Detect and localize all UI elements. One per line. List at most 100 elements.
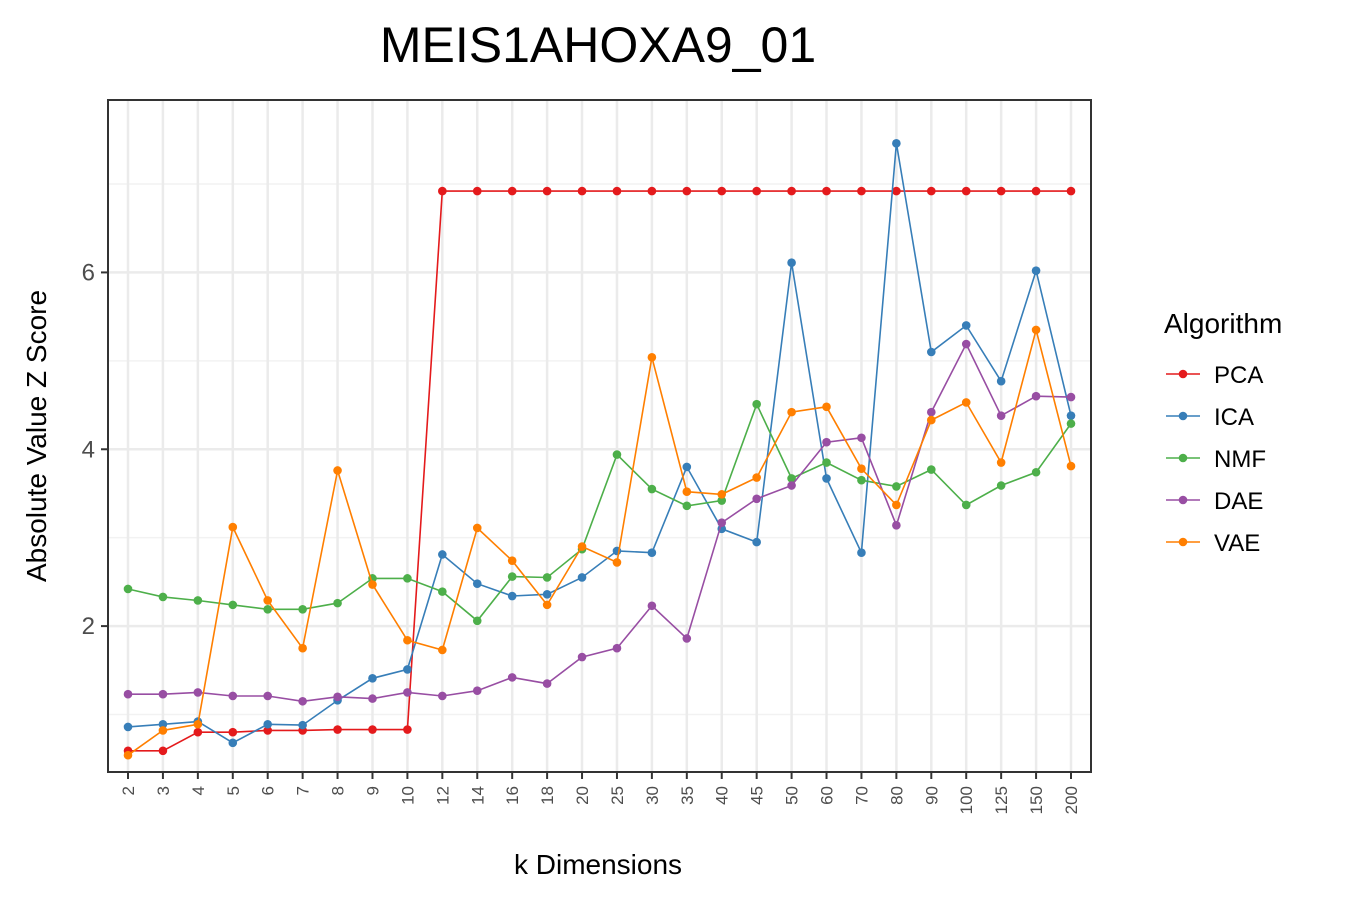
data-point-vae [298,643,307,653]
data-point-pca [333,725,342,734]
data-point-nmf [1066,419,1076,428]
data-point-vae [612,558,622,567]
data-point-ica [1066,411,1076,420]
data-point-vae [368,580,377,589]
data-point-ica [787,258,796,267]
data-point-vae [1031,325,1041,335]
data-point-vae [542,600,552,610]
x-tick-label: 2 [119,786,138,795]
data-point-dae [298,696,307,706]
data-point-vae [158,726,168,735]
data-point-pca [892,186,901,196]
data-point-pca [577,186,587,196]
data-point-vae [228,522,238,532]
data-point-vae [926,415,936,425]
data-point-dae [926,407,936,417]
legend-key-point [1178,453,1188,463]
data-point-dae [438,691,447,701]
series-line-ica [127,143,1072,744]
x-tick-label: 50 [783,786,802,805]
data-point-ica [996,376,1006,386]
data-point-dae [193,688,203,697]
data-point-vae [577,542,587,551]
data-point-pca [368,725,377,734]
data-point-pca [612,186,622,196]
x-tick-label: 70 [852,786,871,805]
data-point-vae [193,719,203,729]
data-point-nmf [228,600,238,610]
data-point-ica [228,738,238,748]
data-point-pca [717,186,727,196]
series-nmf [123,399,1076,626]
series-line-vae [127,326,1072,756]
data-point-nmf [158,592,168,602]
legend-item-vae: VAE [1166,530,1260,557]
data-point-vae [123,750,133,760]
x-tick-label: 25 [608,786,627,805]
x-tick-label: 200 [1062,786,1081,814]
data-point-pca [787,186,796,196]
data-point-pca [682,186,692,196]
x-tick-label: 10 [398,786,417,805]
data-point-dae [123,689,133,699]
data-point-dae [228,691,238,701]
legend-key-point [1178,495,1188,505]
data-point-dae [857,433,866,443]
x-tick-label: 16 [503,786,522,805]
data-point-nmf [717,496,727,505]
x-tick-label: 100 [957,786,976,814]
x-tick-label: 125 [992,786,1011,814]
data-point-nmf [403,574,412,583]
data-point-pca [438,186,447,196]
y-axis-title: Absolute Value Z Score [21,290,52,582]
data-point-vae [333,466,342,475]
series-line-nmf [127,402,1072,622]
data-point-dae [682,634,692,643]
data-point-vae [717,490,727,499]
data-point-vae [857,464,866,474]
data-point-ica [507,591,517,601]
data-point-ica [298,720,307,730]
data-point-vae [752,473,761,482]
data-point-ica [123,722,133,732]
x-tick-label: 8 [329,786,348,795]
data-point-dae [996,411,1006,420]
data-point-ica [752,537,761,547]
data-point-vae [472,523,482,533]
data-point-ica [822,474,831,483]
data-point-dae [507,673,517,682]
x-tick-label: 45 [748,786,767,805]
data-point-dae [1066,392,1076,402]
x-tick-label: 6 [259,786,278,795]
data-point-vae [961,398,971,407]
data-point-pca [403,725,412,734]
data-point-dae [158,689,168,699]
data-point-nmf [787,474,796,483]
data-point-vae [822,402,831,412]
series-line-pca [128,190,1071,752]
plot-panel-border [107,99,1092,773]
legend-label: ICA [1214,404,1254,431]
data-point-dae [368,694,377,703]
x-tick-label: 60 [818,786,837,805]
data-point-vae [263,596,273,605]
data-point-ica [892,139,901,148]
grid-lines [108,100,1091,772]
data-point-vae [787,407,796,417]
data-point-vae [507,556,517,565]
y-tick-label: 2 [82,613,95,640]
data-point-nmf [123,584,133,594]
data-point-vae [438,645,447,655]
legend-key-point [1178,369,1188,379]
data-point-nmf [333,598,342,608]
data-point-vae [682,487,692,497]
legend-key-point [1178,537,1188,547]
data-point-ica [542,589,552,599]
legend-item-dae: DAE [1166,488,1263,515]
x-tick-label: 35 [678,786,697,805]
data-point-dae [612,643,622,653]
legend-label: PCA [1214,362,1263,389]
data-point-nmf [438,587,447,596]
